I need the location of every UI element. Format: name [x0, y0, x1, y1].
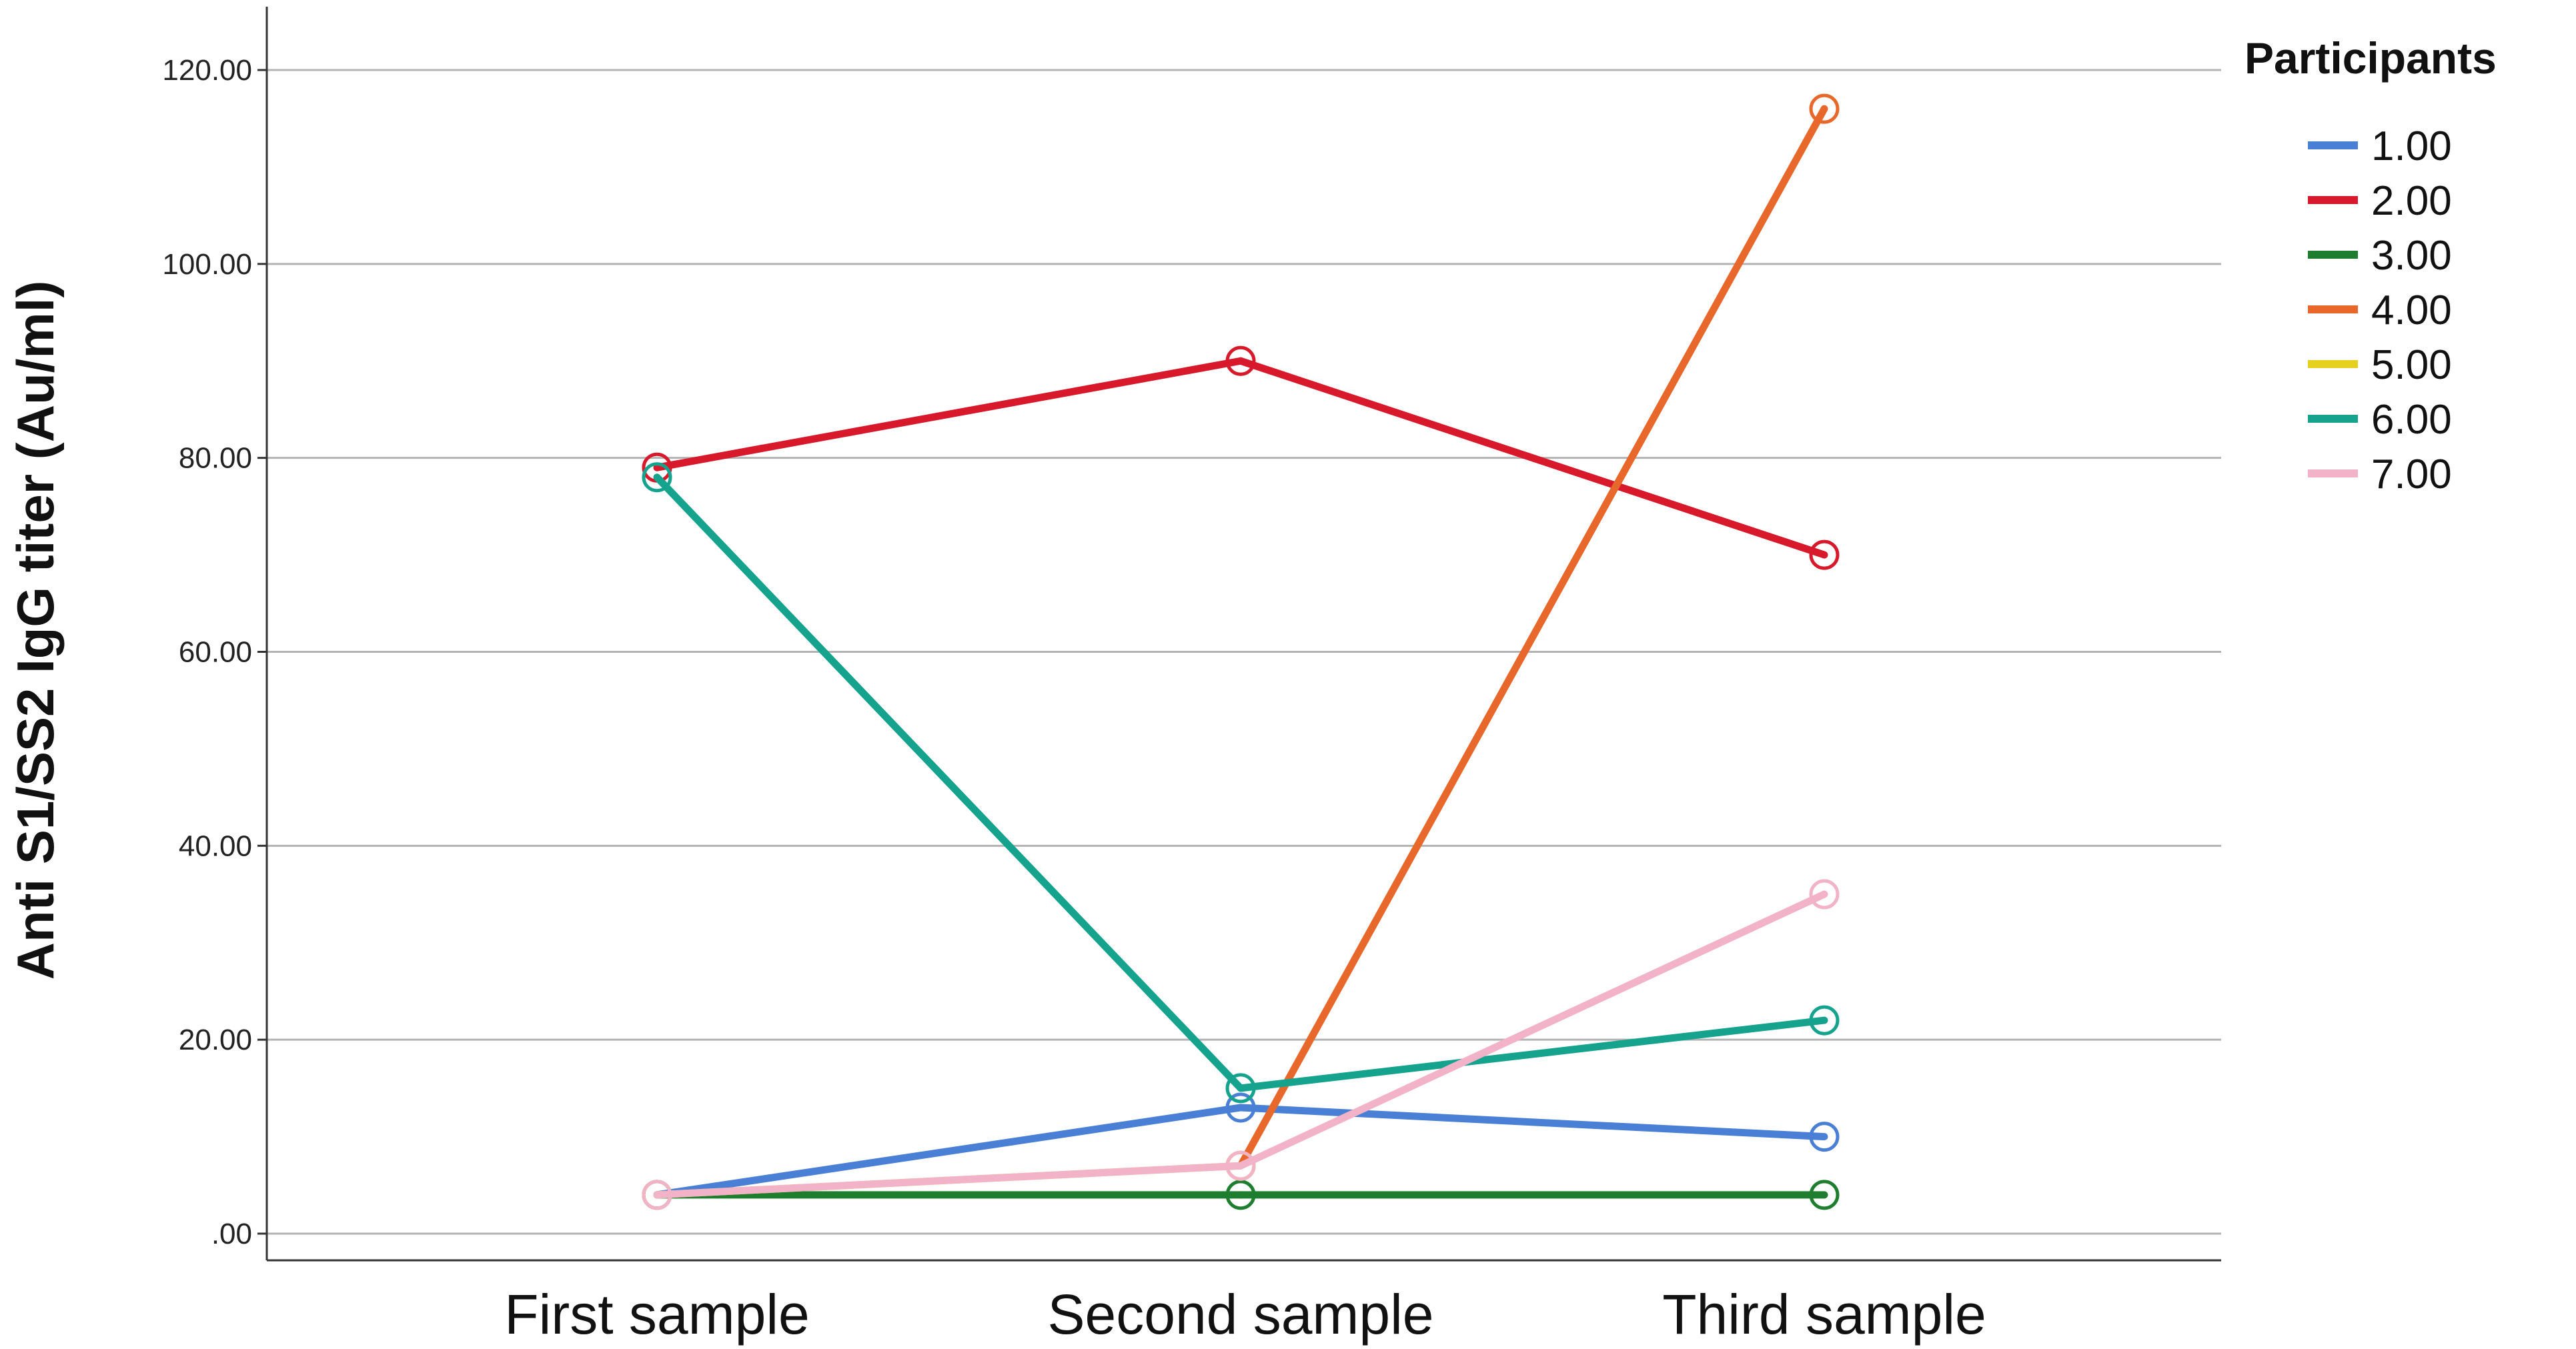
- series-line-segment: [1237, 105, 1828, 1170]
- axes: [265, 7, 2221, 1262]
- data-point: [1225, 1150, 1256, 1181]
- legend-item: 2.00: [2308, 178, 2452, 224]
- x-tick-label: Second sample: [1047, 1283, 1433, 1346]
- legend-item: 6.00: [2308, 397, 2452, 443]
- legend-label: 3.00: [2371, 233, 2452, 279]
- series-line-segment: [1237, 1104, 1828, 1141]
- legend-label: 5.00: [2371, 342, 2452, 388]
- series-line-segment: [1237, 1016, 1828, 1092]
- series-6.00: [642, 462, 1840, 1104]
- data-point: [1225, 345, 1256, 376]
- legend-item: 5.00: [2308, 342, 2452, 388]
- data-point: [642, 462, 672, 493]
- data-point: [1809, 1180, 1840, 1210]
- y-tick-label: 100.00: [162, 248, 252, 281]
- series-2.00: [642, 345, 1840, 570]
- gridlines: [267, 69, 2221, 1235]
- legend-title: Participants: [2244, 33, 2497, 83]
- series-lines: [642, 93, 1840, 1210]
- legend: Participants 1.00 2.00 3.00 4.00 5.00 6.00 7.0…: [2244, 33, 2497, 497]
- data-point: [1225, 1073, 1256, 1104]
- series-line-segment: [653, 473, 1245, 1092]
- series-line-segment: [653, 1162, 1245, 1199]
- x-axis-ticks: First sample Second sample Third sample: [504, 1283, 1986, 1346]
- y-tick-label: .00: [211, 1218, 252, 1250]
- data-point: [1809, 93, 1840, 124]
- y-tick-label: 80.00: [179, 442, 252, 475]
- legend-label: 1.00: [2371, 123, 2452, 169]
- x-tick-label: Third sample: [1662, 1283, 1986, 1346]
- y-tick-label: 60.00: [179, 636, 252, 669]
- data-point: [1809, 539, 1840, 570]
- y-tick-label: 40.00: [179, 830, 252, 862]
- series-line-segment: [653, 1104, 1245, 1199]
- data-point: [1809, 1122, 1840, 1152]
- legend-item: 1.00: [2308, 123, 2452, 169]
- legend-label: 2.00: [2371, 178, 2452, 224]
- y-tick-label: 20.00: [179, 1024, 252, 1056]
- series-line-segment: [1237, 357, 1828, 559]
- series-7.00: [642, 879, 1840, 1210]
- legend-label: 4.00: [2371, 287, 2452, 333]
- data-point: [1809, 1005, 1840, 1036]
- series-line-segment: [1237, 890, 1828, 1170]
- legend-item: 3.00: [2308, 233, 2452, 279]
- data-point: [1225, 1092, 1256, 1123]
- data-point: [642, 1180, 672, 1210]
- legend-label: 6.00: [2371, 397, 2452, 443]
- y-tick-label: 120.00: [162, 54, 252, 87]
- y-axis-label: Anti S1/SS2 IgG titer (Au/ml): [6, 281, 65, 980]
- series-line-segment: [653, 357, 1245, 471]
- legend-item: 7.00: [2308, 451, 2452, 497]
- legend-label: 7.00: [2371, 451, 2452, 497]
- legend-item: 4.00: [2308, 287, 2452, 333]
- y-axis-ticks: .00 20.00 40.00 60.00 80.00 100.00 120.00: [162, 54, 267, 1250]
- data-point: [1225, 1180, 1256, 1210]
- data-point: [1809, 879, 1840, 910]
- series-4.00: [1225, 93, 1840, 1181]
- x-tick-label: First sample: [504, 1283, 809, 1346]
